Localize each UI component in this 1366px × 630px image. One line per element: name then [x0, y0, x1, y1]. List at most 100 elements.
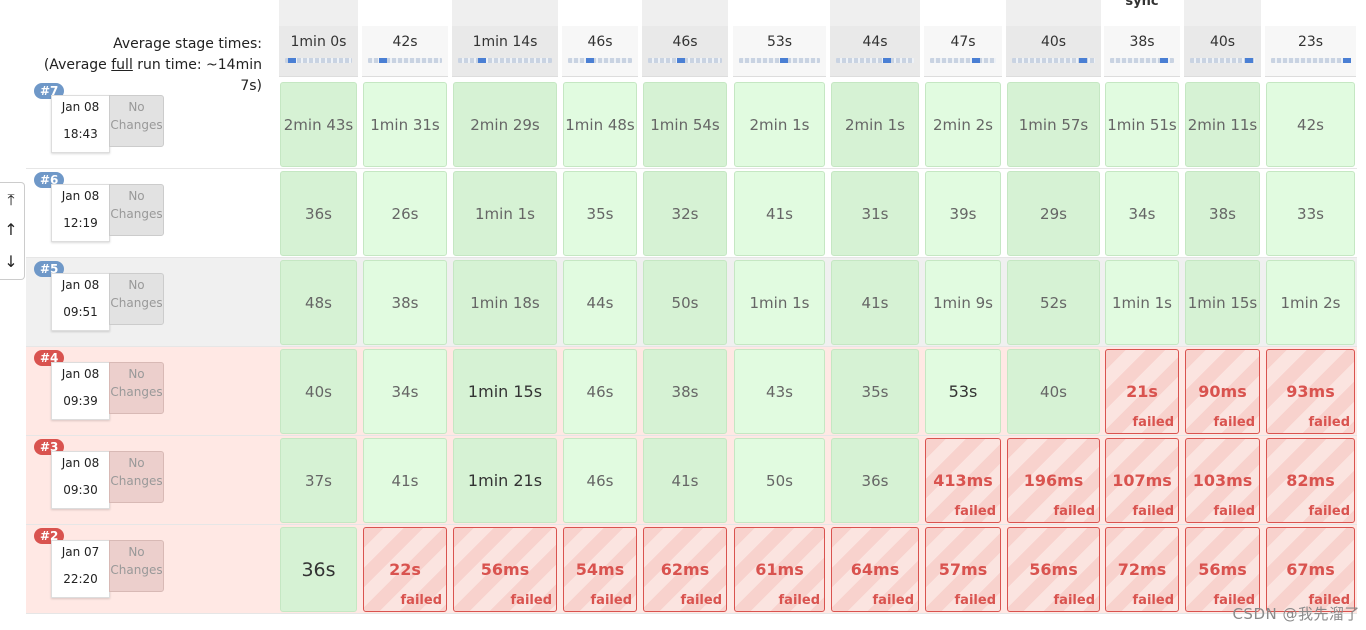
stage-cell-success[interactable]: 36s — [831, 438, 919, 523]
stage-cell-success[interactable]: 38s — [363, 260, 447, 345]
stage-cell-success[interactable]: 35s — [831, 349, 919, 434]
scroll-up-icon[interactable]: ↑ — [4, 220, 18, 239]
build-cell[interactable]: #7 Jan 08 18:43 No Changes — [26, 80, 275, 168]
stage-cell-success[interactable]: 1min 51s — [1105, 82, 1179, 167]
build-date-box[interactable]: Jan 08 12:19 — [51, 184, 110, 242]
scroll-down-icon[interactable]: ↓ — [4, 252, 18, 271]
stage-cell-failed[interactable]: 21s failed — [1105, 349, 1179, 434]
stage-cell-success[interactable]: 34s — [363, 349, 447, 434]
stage-cell-failed[interactable]: 56ms failed — [1185, 527, 1260, 612]
stage-failed-label: failed — [1132, 504, 1174, 519]
stage-cell-success[interactable]: 46s — [563, 438, 637, 523]
stage-cell-failed[interactable]: 103ms failed — [1185, 438, 1260, 523]
stage-cell-success[interactable]: 42s — [1266, 82, 1355, 167]
stage-cell-success[interactable]: 1min 15s — [1185, 260, 1260, 345]
stage-cell-success[interactable]: 1min 1s — [453, 171, 557, 256]
no-changes-label[interactable]: No Changes — [109, 451, 164, 503]
stage-cell-success[interactable]: 50s — [734, 438, 825, 523]
build-cell[interactable]: #2 Jan 07 22:20 No Changes — [26, 525, 275, 613]
stage-cell-success[interactable]: 41s — [734, 171, 825, 256]
stage-cell-success[interactable]: 48s — [280, 260, 357, 345]
stage-cell-success[interactable]: 32s — [643, 171, 727, 256]
stage-cell-success[interactable]: 2min 29s — [453, 82, 557, 167]
stage-cell-success[interactable]: 2min 43s — [280, 82, 357, 167]
stage-cell-success[interactable]: 33s — [1266, 171, 1355, 256]
build-cell[interactable]: #5 Jan 08 09:51 No Changes — [26, 258, 275, 346]
stage-cell-failed[interactable]: 56ms failed — [453, 527, 557, 612]
stage-cell-success[interactable]: 2min 11s — [1185, 82, 1260, 167]
stage-cell-failed[interactable]: 54ms failed — [563, 527, 637, 612]
stage-cell-success[interactable]: 38s — [643, 349, 727, 434]
stage-cell-failed[interactable]: 90ms failed — [1185, 349, 1260, 434]
stage-cell-failed[interactable]: 196ms failed — [1007, 438, 1100, 523]
stage-cell-success[interactable]: 52s — [1007, 260, 1100, 345]
stage-cell-success[interactable]: 1min 48s — [563, 82, 637, 167]
stage-cell-failed[interactable]: 93ms failed — [1266, 349, 1355, 434]
build-date-box[interactable]: Jan 08 09:39 — [51, 362, 110, 420]
stage-cell-success[interactable]: 40s — [1007, 349, 1100, 434]
stage-cell-success[interactable]: 1min 1s — [1105, 260, 1179, 345]
stage-cell-failed[interactable]: 64ms failed — [831, 527, 919, 612]
stage-cell-success[interactable]: 1min 15s — [453, 349, 557, 434]
stage-cell-success[interactable]: 2min 2s — [925, 82, 1001, 167]
stage-cell-failed[interactable]: 61ms failed — [734, 527, 825, 612]
stage-cell-success[interactable]: 26s — [363, 171, 447, 256]
stage-cell-failed[interactable]: 62ms failed — [643, 527, 727, 612]
stage-cell-failed[interactable]: 22s failed — [363, 527, 447, 612]
stage-cell-success[interactable]: 41s — [831, 260, 919, 345]
scroll-top-icon[interactable]: ⤒ — [7, 190, 15, 209]
no-changes-label[interactable]: No Changes — [109, 273, 164, 325]
stage-cell-success[interactable]: 39s — [925, 171, 1001, 256]
stage-duration: 61ms — [755, 560, 804, 579]
stage-cell-success[interactable]: 41s — [363, 438, 447, 523]
build-cell[interactable]: #6 Jan 08 12:19 No Changes — [26, 169, 275, 257]
stage-cell-success[interactable]: 1min 1s — [734, 260, 825, 345]
build-cell[interactable]: #3 Jan 08 09:30 No Changes — [26, 436, 275, 524]
stage-cell-success[interactable]: 1min 54s — [643, 82, 727, 167]
no-changes-label[interactable]: No Changes — [109, 95, 164, 147]
stage-cell-success[interactable]: 2min 1s — [734, 82, 825, 167]
stage-cell-success[interactable]: 38s — [1185, 171, 1260, 256]
stage-failed-label: failed — [1308, 593, 1350, 608]
stage-cell-failed[interactable]: 413ms failed — [925, 438, 1001, 523]
stage-cell-success[interactable]: 29s — [1007, 171, 1100, 256]
no-changes-label[interactable]: No Changes — [109, 362, 164, 414]
stage-cell-success[interactable]: 40s — [280, 349, 357, 434]
build-date: Jan 08 — [61, 100, 100, 114]
stage-cell-success[interactable]: 35s — [563, 171, 637, 256]
build-date-box[interactable]: Jan 08 09:51 — [51, 273, 110, 331]
stage-cell-failed[interactable]: 82ms failed — [1266, 438, 1355, 523]
no-changes-label[interactable]: No Changes — [109, 540, 164, 592]
stage-cell-success[interactable]: 1min 31s — [363, 82, 447, 167]
build-date-box[interactable]: Jan 08 09:30 — [51, 451, 110, 509]
stage-cell-failed[interactable]: 56ms failed — [1007, 527, 1100, 612]
stage-cell-success[interactable]: 36s — [280, 171, 357, 256]
stage-cell-success[interactable]: 43s — [734, 349, 825, 434]
stage-cell-success[interactable]: 2min 1s — [831, 82, 919, 167]
stage-cell-failed[interactable]: 107ms failed — [1105, 438, 1179, 523]
build-date-box[interactable]: Jan 07 22:20 — [51, 540, 110, 598]
stage-cell-success[interactable]: 1min 21s — [453, 438, 557, 523]
stage-cell-success[interactable]: 36s — [280, 527, 357, 612]
stage-cell-success[interactable]: 1min 18s — [453, 260, 557, 345]
stage-cell-success[interactable]: 50s — [643, 260, 727, 345]
stage-cell-success[interactable]: 46s — [563, 349, 637, 434]
stage-cell-failed[interactable]: 57ms failed — [925, 527, 1001, 612]
stage-cell-success[interactable]: 37s — [280, 438, 357, 523]
stage-cell-success[interactable]: 53s — [925, 349, 1001, 434]
stage-cell-success[interactable]: 34s — [1105, 171, 1179, 256]
build-cell[interactable]: #4 Jan 08 09:39 No Changes — [26, 347, 275, 435]
row-separator — [26, 524, 1357, 525]
stage-cell-failed[interactable]: 72ms failed — [1105, 527, 1179, 612]
stage-cell-success[interactable]: 1min 2s — [1266, 260, 1355, 345]
stage-cell-success[interactable]: 31s — [831, 171, 919, 256]
no-changes-label[interactable]: No Changes — [109, 184, 164, 236]
full-run-link[interactable]: full — [111, 57, 133, 73]
build-date-box[interactable]: Jan 08 18:43 — [51, 95, 110, 153]
stage-cell-success[interactable]: 44s — [563, 260, 637, 345]
stage-progress-bar — [1190, 58, 1255, 63]
stage-cell-failed[interactable]: 67ms failed — [1266, 527, 1355, 612]
stage-cell-success[interactable]: 1min 57s — [1007, 82, 1100, 167]
stage-cell-success[interactable]: 41s — [643, 438, 727, 523]
stage-cell-success[interactable]: 1min 9s — [925, 260, 1001, 345]
